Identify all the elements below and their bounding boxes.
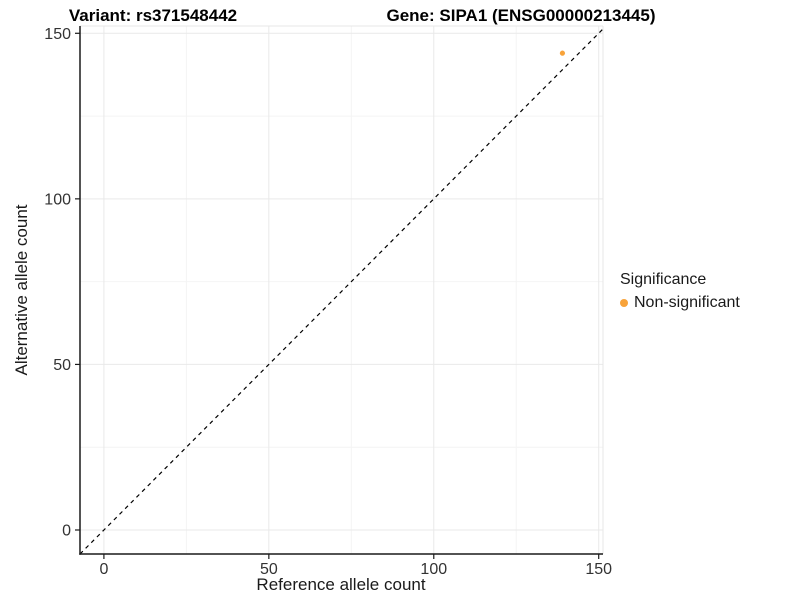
x-tick-label: 50 [260, 561, 278, 578]
legend: Significance Non-significant [620, 271, 740, 312]
plot-panel [80, 26, 603, 554]
plot-title-variant: Variant: rs371548442 [68, 6, 238, 25]
legend-item-non-significant: Non-significant [620, 294, 740, 312]
y-tick-label: 0 [62, 522, 71, 539]
identity-dashed-line [79, 28, 604, 555]
non-significant-point-icon [620, 299, 628, 307]
x-tick-label: 150 [585, 561, 612, 578]
data-point [559, 50, 566, 56]
legend-title: Significance [620, 271, 707, 288]
x-axis-title: Reference allele count [256, 575, 426, 594]
y-tick-label: 100 [44, 191, 71, 208]
legend-item-label: Non-significant [634, 294, 740, 311]
plot-title-gene: Gene: SIPA1 (ENSG00000213445) [386, 6, 656, 25]
y-axis-title: Alternative allele count [12, 204, 31, 376]
y-tick-label: 150 [44, 26, 71, 43]
x-tick-label: 0 [99, 561, 108, 578]
x-tick-label: 100 [420, 561, 447, 578]
y-tick-label: 50 [53, 357, 71, 374]
